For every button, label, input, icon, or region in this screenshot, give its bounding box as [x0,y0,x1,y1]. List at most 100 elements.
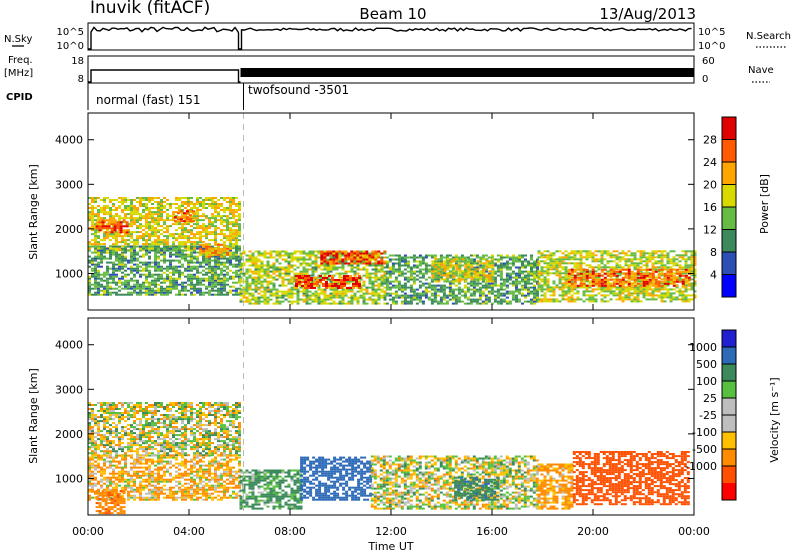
power-cell [169,281,172,284]
power-cell [645,258,649,261]
power-cell [469,292,473,295]
power-cell [669,258,673,261]
power-cell [433,286,437,289]
power-cell [106,265,109,268]
power-cell [654,290,658,293]
power-cell [530,256,533,259]
power-cell [633,300,637,303]
power-cell [97,211,100,214]
power-cell [412,254,416,257]
power-cell [148,245,151,248]
power-cell [169,225,172,228]
power-cell [248,288,252,291]
power-cell [454,270,458,273]
power-cell [356,268,360,271]
power-cell [196,261,199,264]
power-cell [287,300,291,303]
power-cell [350,268,354,271]
power-cell [636,288,640,291]
power-cell [579,254,583,257]
power-cell [377,294,381,297]
power-cell [175,239,178,242]
power-cell [202,241,205,244]
power-cell [251,288,255,291]
power-cell [452,260,456,263]
power-cell [397,262,401,265]
power-cell [112,251,115,254]
power-cell [585,294,589,297]
power-cell [436,284,440,287]
power-cell [91,287,94,290]
power-cell [100,207,103,209]
power-cell [338,254,342,257]
power-cell [490,288,494,291]
power-cell [205,237,208,240]
power-cell [365,292,369,295]
power-cell [151,207,154,209]
power-cell [139,199,142,201]
power-cell [88,293,91,296]
power-cell [654,298,658,301]
cpid-label: CPID [6,92,33,103]
power-cell [518,300,521,303]
power-cell [533,264,536,267]
power-cell [385,286,389,289]
power-cell [223,209,226,211]
power-cell [564,278,568,281]
power-cell [582,300,586,303]
power-cell [469,282,473,285]
power-cell [451,278,455,281]
power-cell [461,276,465,279]
power-cell [184,257,187,260]
power-cell [314,260,318,263]
power-cell [530,298,533,301]
power-cell [248,302,252,305]
power-cell [193,215,196,218]
power-cell [482,270,486,273]
power-cell [567,296,571,299]
power-cell [443,280,447,283]
power-cell [433,264,437,267]
power-cell [220,229,223,232]
power-cell [317,286,321,289]
power-cell [633,264,637,267]
power-cell [467,274,471,277]
power-cell [251,276,255,279]
power-cell [121,209,124,211]
power-cell [536,292,539,295]
power-cell [588,254,592,257]
power-cell [377,254,381,257]
power-cell [278,256,282,259]
power-cell [488,270,492,273]
power-cell [449,280,453,283]
power-cell [205,249,209,252]
power-cell [113,229,117,232]
power-cell [305,288,309,291]
power-cell [130,245,133,248]
power-cell [187,289,190,292]
power-cell [406,264,410,267]
power-cell [482,272,486,275]
power-cell [371,294,375,297]
power-cell [400,270,404,273]
power-cell [651,254,655,257]
power-cell [238,225,241,228]
power-cell [184,241,187,244]
power-cell [457,256,461,259]
power-cell [139,289,142,292]
power-cell [484,300,488,303]
power-cell [639,288,643,291]
power-cell [508,272,512,275]
power-cell [254,268,258,271]
power-cell [307,283,310,285]
power-cell [603,288,607,291]
power-cell [472,260,476,263]
power-cell [223,225,226,228]
power-cell [202,215,205,218]
power-cell [145,261,148,264]
power-cell [235,229,238,232]
power-cell [350,302,354,305]
power-cell [380,288,384,291]
power-cell [124,217,127,220]
power-cell [678,290,682,293]
